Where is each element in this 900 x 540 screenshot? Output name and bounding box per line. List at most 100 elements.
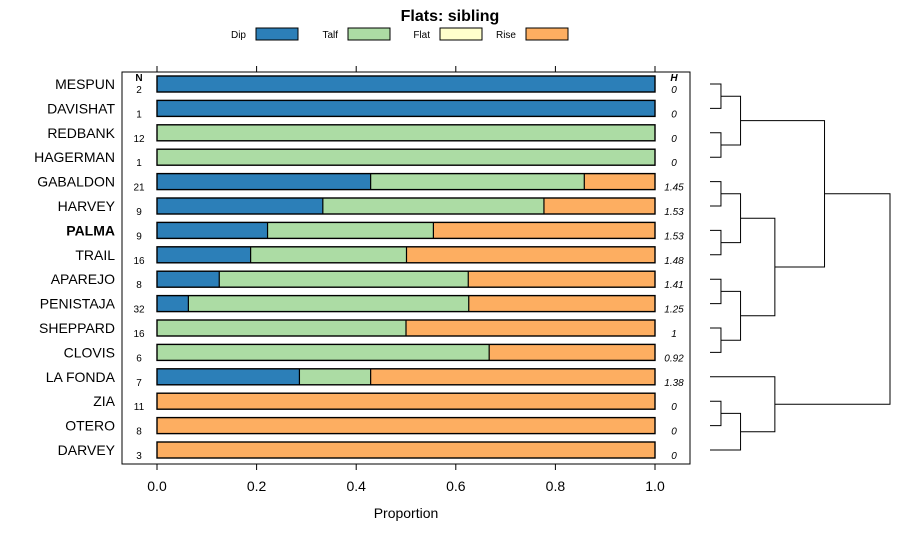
legend-swatch-dip	[255, 27, 299, 41]
h-value-otero: 0	[671, 427, 677, 438]
bar-outline-mespun	[156, 75, 656, 93]
row-label-gabaldon: GABALDON	[37, 174, 115, 190]
h-value-aparejo: 1.41	[664, 280, 683, 291]
legend: Dip Talf Flat Rise	[231, 27, 569, 41]
dendrogram-link-6	[710, 278, 722, 305]
bar-harvey-dip	[157, 198, 323, 214]
bar-outline-penistaja	[156, 294, 656, 313]
bar-redbank-talf	[157, 124, 655, 141]
bar-penistaja-dip	[157, 295, 189, 312]
h-value-sheppard: 1	[671, 329, 677, 340]
h-header: H	[670, 73, 678, 84]
dendrogram-link-14	[774, 193, 891, 405]
legend-label-rise: Rise	[496, 30, 516, 41]
bar-penistaja-talf	[188, 295, 469, 312]
bar-trail-dip	[157, 246, 251, 263]
bar-outline-hagerman	[156, 148, 656, 166]
legend-label-talf: Talf	[322, 30, 338, 41]
dendrogram-link-3	[710, 181, 722, 207]
bar-gabaldon-dip	[157, 173, 371, 190]
bar-clovis-rise	[489, 344, 655, 361]
n-value-trail: 16	[133, 256, 145, 267]
h-value-la-fonda: 1.38	[664, 378, 684, 389]
bar-outline-clovis	[156, 343, 656, 362]
n-value-la-fonda: 7	[136, 378, 142, 389]
bar-gabaldon-talf	[370, 173, 585, 190]
bar-trail-talf	[250, 246, 407, 263]
x-tick-label-1: 0.2	[247, 478, 267, 494]
n-value-davishat: 1	[136, 109, 142, 120]
bar-la-fonda-talf	[299, 368, 371, 385]
legend-swatch-rise	[525, 27, 569, 41]
row-label-davishat: DAVISHAT	[47, 100, 115, 116]
bar-otero-rise	[157, 417, 655, 434]
bar-aparejo-rise	[468, 271, 655, 288]
n-value-sheppard: 16	[133, 329, 145, 340]
bar-sheppard-talf	[157, 320, 406, 336]
bar-outline-otero	[156, 416, 656, 435]
dendrogram-link-12	[710, 412, 742, 451]
h-column: H 0 0 0 0 1.45 1.53 1.53 1.48 1.41 1.25 1 0.92 1.38 0…	[664, 73, 684, 462]
h-value-darvey: 0	[671, 451, 677, 462]
x-tick-label-0: 0.0	[147, 478, 167, 494]
row-label-hagerman: HAGERMAN	[34, 149, 115, 165]
bar-palma-dip	[157, 222, 268, 239]
bar-aparejo-dip	[157, 271, 220, 288]
row-label-zia: ZIA	[93, 393, 115, 409]
row-labels: MESPUN DAVISHAT REDBANK HAGERMAN GABALDON HAR…	[34, 76, 116, 458]
row-label-sheppard: SHEPPARD	[39, 320, 115, 336]
n-value-redbank: 12	[133, 134, 145, 145]
dendrogram-link-0	[710, 83, 722, 109]
x-tick-label-5: 1.0	[645, 478, 665, 494]
bar-sheppard-rise	[406, 320, 655, 336]
x-tick-label-2: 0.4	[346, 478, 366, 494]
x-axis: 0.0 0.2 0.4 0.6 0.8 1.0	[147, 66, 665, 494]
h-value-davishat: 0	[671, 109, 677, 120]
h-value-redbank: 0	[671, 134, 677, 145]
n-value-harvey: 9	[136, 207, 142, 218]
bar-aparejo-talf	[219, 271, 469, 288]
bar-clovis-talf	[157, 344, 490, 361]
h-value-clovis: 0.92	[664, 353, 684, 364]
bar-harvey-rise	[543, 198, 655, 214]
n-value-aparejo: 8	[136, 280, 142, 291]
row-label-aparejo: APAREJO	[51, 271, 115, 287]
bar-outline-redbank	[156, 124, 656, 142]
bar-mespun-dip	[157, 76, 655, 92]
plot-panel	[121, 71, 691, 465]
bar-outline-la-fonda	[156, 368, 656, 386]
bar-outline-davishat	[156, 99, 656, 118]
dendrogram-link-13	[710, 376, 776, 433]
bar-la-fonda-dip	[157, 368, 300, 385]
row-label-darvey: DARVEY	[58, 442, 116, 458]
dendrogram-link-5	[720, 193, 742, 244]
dendrogram-link-7	[710, 327, 722, 353]
n-value-darvey: 3	[136, 451, 142, 462]
bar-zia-rise	[157, 393, 655, 410]
h-value-mespun: 0	[671, 85, 677, 96]
row-label-trail: TRAIL	[75, 247, 115, 263]
bar-outline-zia	[156, 392, 656, 410]
row-label-clovis: CLOVIS	[64, 344, 115, 360]
bar-outline-harvey	[156, 197, 656, 215]
bar-la-fonda-rise	[370, 368, 655, 385]
h-value-penistaja: 1.25	[664, 305, 684, 316]
bar-outline-gabaldon	[156, 172, 656, 191]
dendrogram-link-10	[740, 120, 826, 268]
dendrogram-link-8	[720, 290, 742, 341]
h-value-harvey: 1.53	[664, 207, 684, 218]
h-value-trail: 1.48	[664, 256, 684, 267]
row-label-la-fonda: LA FONDA	[46, 369, 116, 385]
legend-label-flat: Flat	[413, 30, 430, 41]
n-value-otero: 8	[136, 427, 142, 438]
row-label-mespun: MESPUN	[55, 76, 115, 92]
n-value-zia: 11	[134, 402, 145, 413]
row-label-otero: OTERO	[65, 418, 115, 434]
bar-palma-rise	[433, 222, 655, 239]
legend-swatch-flat	[439, 27, 483, 41]
n-value-gabaldon: 21	[133, 183, 145, 194]
bar-outline-sheppard	[156, 319, 656, 337]
legend-swatch-talf	[347, 27, 391, 41]
